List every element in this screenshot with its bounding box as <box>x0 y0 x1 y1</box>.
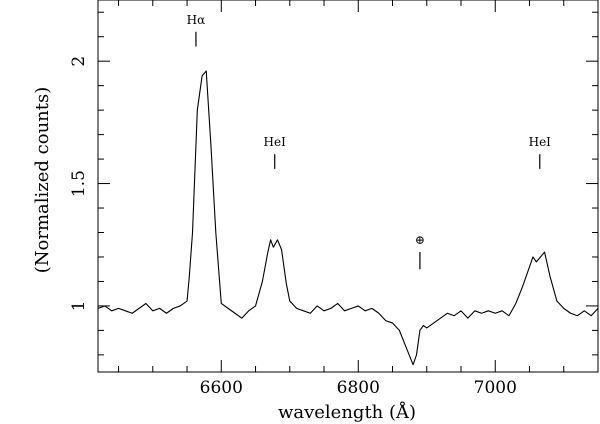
annotation-label: ⊕ <box>415 233 425 247</box>
x-tick-label: 7000 <box>474 378 517 398</box>
y-tick-label: 1 <box>69 301 89 312</box>
y-axis-label: (Normalized counts) <box>32 87 53 274</box>
annotations: Hα HeI ⊕ HeI <box>187 13 552 270</box>
y-tick-label: 2 <box>69 56 89 67</box>
annotation-label: HeI <box>529 135 552 149</box>
plot-border <box>97 0 599 373</box>
x-tick-label: 6800 <box>337 378 380 398</box>
annotation-label: Hα <box>187 13 206 27</box>
tick-labels: 6600 6800 7000 1 1.5 2 <box>69 56 517 398</box>
axis-ticks <box>98 0 599 372</box>
spectrum-line <box>97 70 599 366</box>
plot-frame <box>97 0 599 373</box>
x-tick-label: 6600 <box>200 378 243 398</box>
series-layer <box>97 70 599 366</box>
annotation-label: HeI <box>264 135 287 149</box>
y-tick-label: 1.5 <box>69 170 89 197</box>
x-axis-label: wavelength (Å) <box>278 401 416 423</box>
